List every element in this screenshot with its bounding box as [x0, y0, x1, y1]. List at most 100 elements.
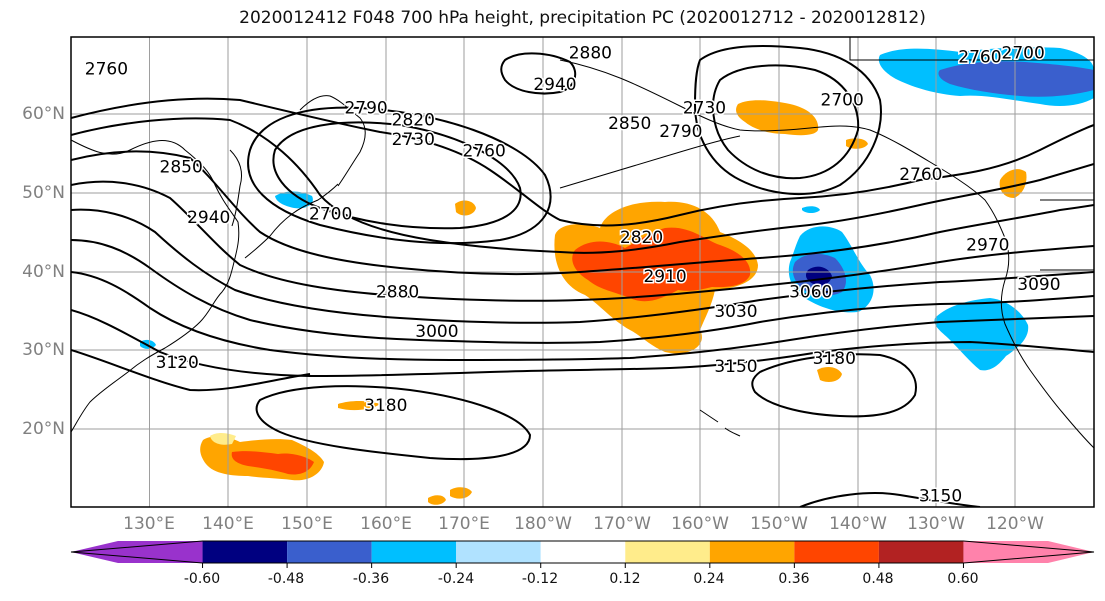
contour-zonal-5 [71, 208, 1094, 324]
precip-positive-small-3 [817, 366, 842, 382]
height-contours [71, 45, 1094, 507]
coast-kuril-sakhalin [229, 149, 243, 227]
map-frame [70, 36, 1095, 508]
contour-3180-east [751, 353, 917, 418]
precip-negative-california [934, 298, 1029, 371]
contour-label: 2700 [1002, 44, 1045, 64]
precip-negative-small-1 [802, 206, 820, 213]
contour-3180-south [255, 385, 532, 461]
coast-north-america [1000, 237, 1094, 449]
coast-asia [71, 139, 240, 433]
lon-label-150e: 150°E [281, 514, 333, 534]
contour-label: 2820 [620, 228, 663, 248]
contour-zonal-3 [71, 150, 1094, 276]
precip-positive-small-1 [455, 200, 476, 216]
contour-label: 3150 [919, 486, 962, 506]
contour-label: 3030 [714, 302, 757, 322]
contour-low-ak [693, 45, 882, 195]
contour-label: 3060 [789, 283, 832, 303]
contour-zonal-7 [71, 271, 1094, 362]
contour-label: 2730 [683, 99, 726, 119]
contour-label: 3120 [156, 353, 199, 373]
lon-label-160w: 160°W [671, 514, 729, 534]
lon-label-130e: 130°E [123, 514, 175, 534]
coast-hawaii [699, 409, 741, 437]
lat-label-50n: 50°N [22, 183, 65, 203]
contour-low-ak-inner [712, 64, 860, 180]
coast-arctic [849, 37, 1094, 271]
precip-positive-small-4 [338, 401, 380, 411]
precip-negative-japan-sea [275, 191, 313, 209]
contour-label: 2850 [608, 114, 651, 134]
precip-positive-nw-canada [999, 169, 1027, 198]
contour-label: 2910 [643, 267, 686, 287]
contour-label: 2970 [966, 236, 1009, 256]
lon-label-130w: 130°W [907, 514, 965, 534]
colorbar-tick-label: -0.60 [183, 571, 221, 587]
contour-label: 3180 [813, 349, 856, 369]
contour-label: 2940 [533, 75, 576, 95]
contour-label: 2760 [85, 59, 128, 79]
contour-label: 3090 [1017, 275, 1060, 295]
precip-negative-canada-core [938, 61, 1094, 97]
contour-label: 2790 [344, 99, 387, 119]
precip-shading [140, 47, 1094, 505]
lon-label-150w: 150°W [750, 514, 808, 534]
contour-label: 3000 [415, 322, 458, 342]
lon-label-140e: 140°E [202, 514, 254, 534]
lon-label-160e: 160°E [360, 514, 412, 534]
contour-label: 2760 [899, 165, 942, 185]
lon-label-120w: 120°W [986, 514, 1044, 534]
coast-aleutians [559, 135, 741, 189]
contour-label: 2700 [309, 204, 352, 224]
contour-3150-south [799, 492, 981, 507]
lat-label-40n: 40°N [22, 262, 65, 282]
contour-zonal-8 [71, 309, 1094, 378]
colorbar-tick-label: 0.24 [693, 571, 725, 587]
lon-label-180w: 180°W [514, 514, 572, 534]
contour-label: 2820 [392, 110, 435, 130]
contour-zonal-1 [71, 97, 1094, 227]
colorbar-tick-label: 0.36 [778, 571, 810, 587]
contour-zonal-6 [71, 239, 1094, 344]
colorbar-tick-label: 0.60 [947, 571, 979, 587]
colorbar-tick-label: -0.36 [352, 571, 390, 587]
precip-positive-wpac-edge [210, 433, 236, 445]
lon-label-170w: 170°W [593, 514, 651, 534]
contour-label: 3150 [714, 357, 757, 377]
lat-label-60n: 60°N [22, 104, 65, 124]
contour-low-inner [272, 121, 522, 230]
lon-label-140w: 140°W [829, 514, 887, 534]
contour-label: 2880 [376, 283, 419, 303]
colorbar-tick-label: -0.48 [267, 571, 305, 587]
colorbar-tick-label: -0.12 [521, 571, 559, 587]
precip-positive-inner [647, 249, 735, 281]
coast-alaska [559, 59, 1006, 239]
colorbar-tick-label: 0.12 [609, 571, 641, 587]
contour-label: 2760 [463, 142, 506, 162]
coast-kamchatka [299, 95, 366, 187]
contour-label: 2880 [569, 44, 612, 64]
contour-2940-north [500, 52, 577, 95]
chart-title: 2020012412 F048 700 hPa height, precipit… [239, 8, 926, 28]
contour-label: 2760 [958, 48, 1001, 68]
precip-positive-small-6 [450, 487, 472, 499]
colorbar-tick-label: 0.48 [862, 571, 894, 587]
precip-positive-wpac-core [231, 451, 314, 475]
contour-zonal-4 [71, 180, 1094, 302]
contour-zonal-9 [71, 349, 311, 392]
contour-zonal-2 [71, 117, 1094, 254]
lat-label-30n: 30°N [22, 340, 65, 360]
contour-label: 2940 [187, 208, 230, 228]
lat-label-20n: 20°N [22, 419, 65, 439]
contour-label: 2790 [659, 122, 702, 142]
colorbar-tick-label: -0.24 [437, 571, 475, 587]
lon-label-170e: 170°E [438, 514, 490, 534]
precip-positive-small-5 [428, 495, 446, 505]
precip-positive-alaska [736, 100, 819, 136]
contour-label: 2730 [392, 130, 435, 150]
contour-label: 2850 [160, 157, 203, 177]
contour-label: 3180 [364, 396, 407, 416]
